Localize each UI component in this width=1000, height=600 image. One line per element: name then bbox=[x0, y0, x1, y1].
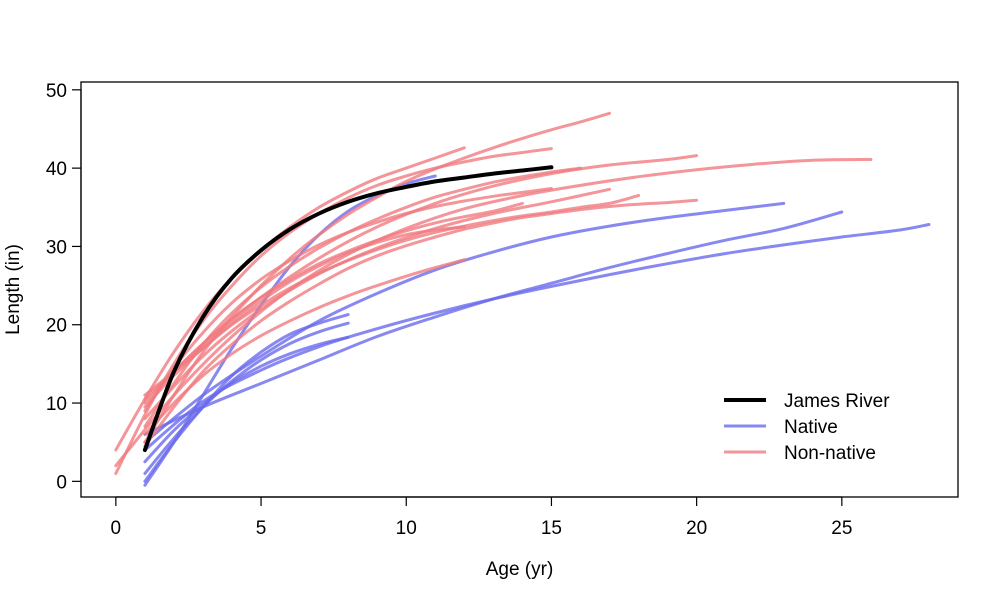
y-tick-label: 30 bbox=[46, 237, 67, 258]
legend: James River Native Non-native bbox=[724, 391, 890, 464]
series-non-native-line-9 bbox=[114, 158, 873, 468]
series-non-native-line-7 bbox=[143, 187, 553, 413]
series-native-line-6 bbox=[143, 210, 844, 436]
series-non-native-line-11 bbox=[143, 198, 699, 448]
legend-label: James River bbox=[784, 391, 890, 412]
y-tick-label: 0 bbox=[56, 472, 67, 493]
x-tick-label: 20 bbox=[686, 518, 707, 539]
y-axis: 0 10 20 30 40 50 bbox=[46, 81, 82, 493]
y-axis-label: Length (in) bbox=[3, 244, 24, 335]
series-native-line-2 bbox=[143, 321, 350, 475]
x-tick-label: 0 bbox=[111, 518, 122, 539]
series-non-native-line-13 bbox=[143, 225, 466, 409]
legend-label: Non-native bbox=[784, 443, 876, 464]
series-native-line-1 bbox=[143, 313, 350, 483]
x-tick-label: 15 bbox=[541, 518, 562, 539]
y-tick-label: 50 bbox=[46, 81, 67, 102]
x-tick-label: 25 bbox=[831, 518, 852, 539]
y-tick-label: 40 bbox=[46, 159, 67, 180]
series-non-native-line-12 bbox=[143, 258, 466, 436]
x-axis-label: Age (yr) bbox=[486, 559, 554, 580]
x-tick-label: 5 bbox=[256, 518, 267, 539]
x-tick-label: 10 bbox=[396, 518, 417, 539]
x-axis: 0 5 10 15 20 25 bbox=[111, 496, 852, 539]
y-tick-label: 20 bbox=[46, 316, 67, 337]
legend-label: Native bbox=[784, 417, 838, 438]
series-native-line-3 bbox=[143, 335, 350, 464]
series-non-native-line-8 bbox=[143, 187, 611, 421]
series-non-native-line-4 bbox=[143, 166, 582, 428]
y-tick-label: 10 bbox=[46, 394, 67, 415]
series-native-line-5 bbox=[143, 223, 931, 452]
plot-curves bbox=[114, 111, 931, 487]
series-james-river-line bbox=[142, 165, 554, 452]
series-non-native-line-10 bbox=[143, 154, 699, 401]
